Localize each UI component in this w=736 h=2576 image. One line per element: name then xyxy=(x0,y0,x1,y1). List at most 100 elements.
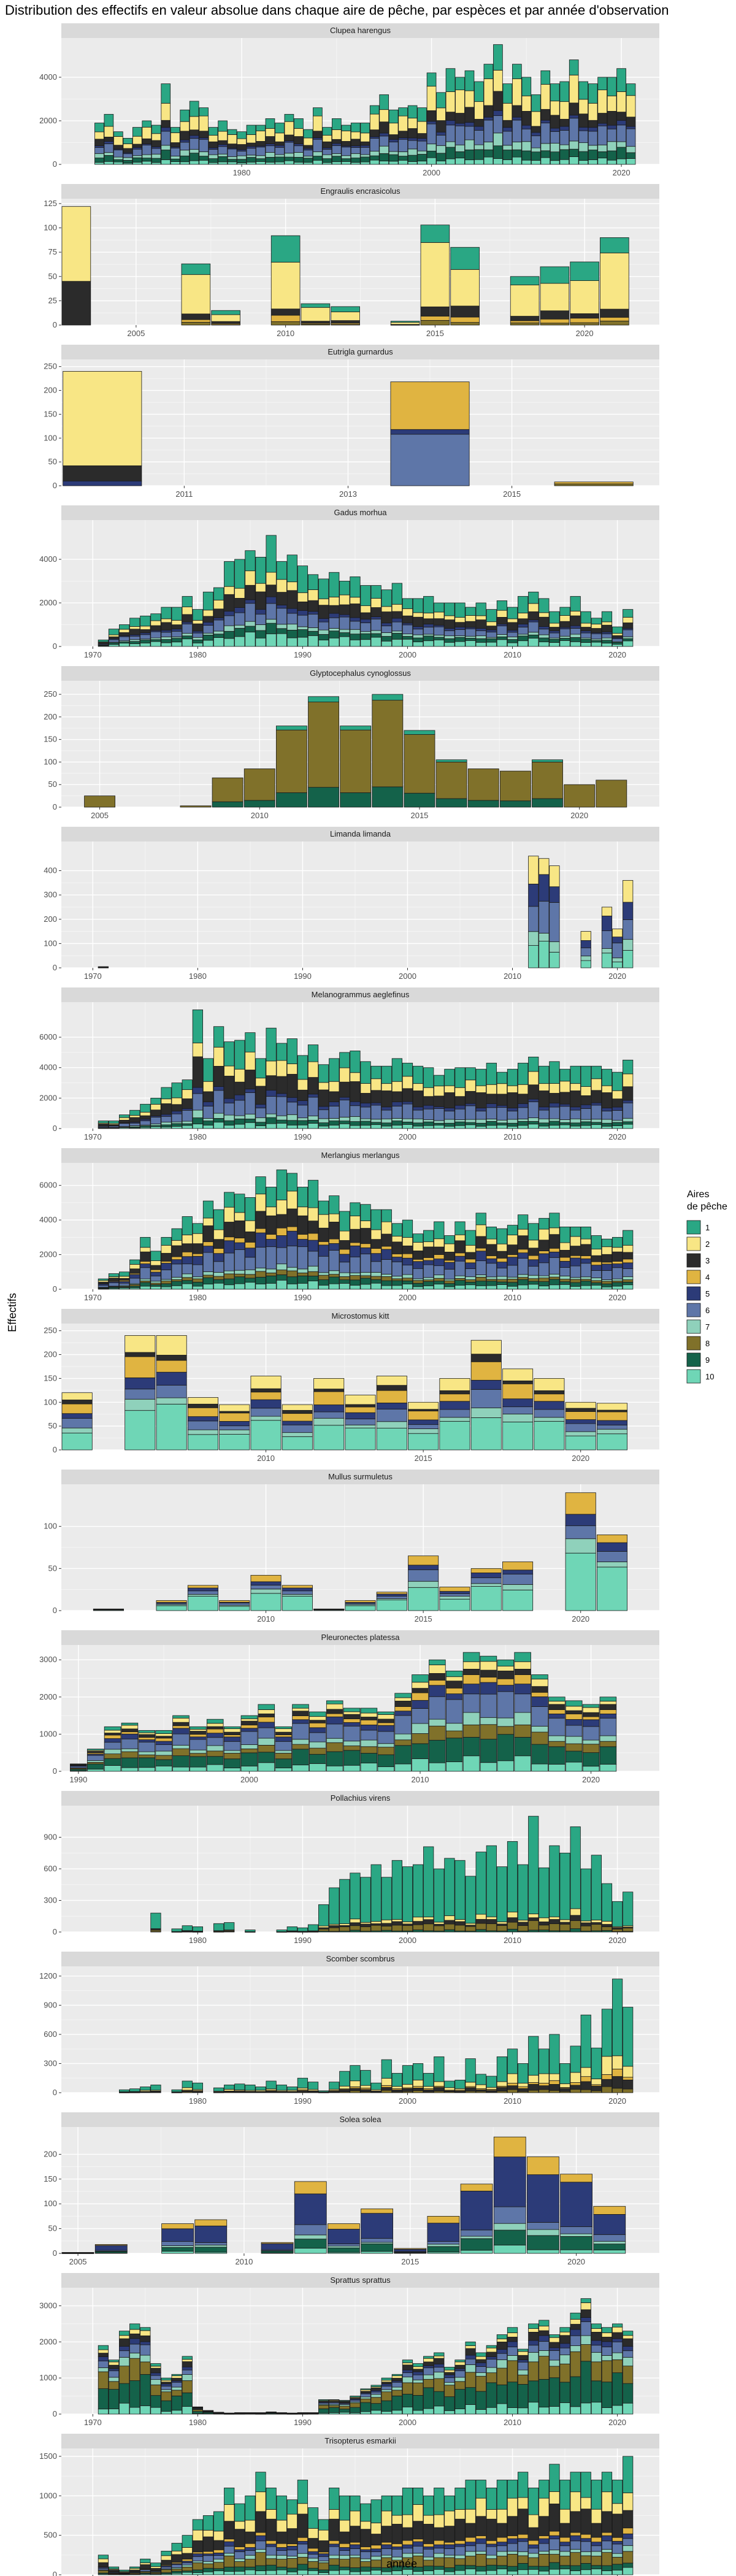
bar-segment xyxy=(539,2356,550,2380)
bar-segment xyxy=(313,156,323,161)
bar-segment xyxy=(570,2491,581,2512)
bar-segment xyxy=(444,2495,455,2512)
bar-segment xyxy=(318,2563,329,2570)
bar-segment xyxy=(181,313,211,320)
bar-segment xyxy=(483,120,494,142)
bar-segment xyxy=(119,2089,130,2092)
bar-segment xyxy=(559,1103,570,1107)
bar-segment xyxy=(369,136,380,139)
bar-segment xyxy=(224,2545,235,2554)
bar-segment xyxy=(360,1102,371,1108)
bar-segment xyxy=(94,2245,128,2251)
bar-segment xyxy=(549,2073,560,2081)
bar-segment xyxy=(187,1594,218,1597)
bar-segment xyxy=(61,281,91,326)
bar-segment xyxy=(402,2487,413,2515)
bar-segment xyxy=(539,2538,550,2544)
bar-segment xyxy=(518,2083,529,2087)
bar-segment xyxy=(402,2377,413,2383)
bar-segment xyxy=(591,1280,602,1283)
bar-segment xyxy=(208,154,218,159)
bar-segment xyxy=(599,1704,617,1710)
bar-segment xyxy=(531,151,541,161)
bar-segment xyxy=(465,1923,476,1926)
bar-segment xyxy=(559,1249,570,1258)
bar-segment xyxy=(318,1241,329,1246)
bar-segment xyxy=(496,2565,508,2569)
bar-segment xyxy=(379,121,389,134)
bar-segment xyxy=(394,1745,412,1765)
bar-segment xyxy=(454,2570,466,2575)
bar-segment xyxy=(206,1723,224,1727)
bar-segment xyxy=(129,1110,140,1116)
bar-segment xyxy=(297,2569,309,2575)
bar-segment xyxy=(474,118,484,127)
bar-segment xyxy=(370,1078,381,1091)
bar-segment xyxy=(286,1926,297,1931)
bar-segment xyxy=(276,1060,287,1077)
bar-segment xyxy=(611,1928,623,1932)
bar-segment xyxy=(328,2244,360,2247)
bar-segment xyxy=(439,1417,470,1422)
bar-segment xyxy=(339,2409,350,2413)
bar-segment xyxy=(292,1719,309,1724)
bar-segment xyxy=(611,2069,623,2077)
bar-segment xyxy=(465,2364,476,2373)
bar-segment xyxy=(390,429,470,435)
bar-segment xyxy=(192,2082,203,2090)
bar-segment xyxy=(171,1281,182,1286)
bar-segment xyxy=(623,1259,634,1263)
bar-segment xyxy=(580,2472,591,2498)
bar-segment xyxy=(423,626,434,635)
facet-strip-label: Merlangius merlangus xyxy=(321,1151,400,1160)
bar-segment xyxy=(444,1268,455,1279)
bar-segment xyxy=(502,1406,534,1414)
bar-segment xyxy=(255,2565,266,2571)
bar-segment xyxy=(623,2350,634,2358)
bar-segment xyxy=(142,161,152,165)
bar-segment xyxy=(309,1732,326,1742)
bar-segment xyxy=(108,2566,120,2569)
bar-segment xyxy=(180,150,190,156)
bar-segment xyxy=(549,631,560,634)
bar-segment xyxy=(569,118,579,142)
bar-segment xyxy=(611,2503,623,2515)
bar-segment xyxy=(189,135,199,139)
bar-segment xyxy=(412,1921,424,1925)
bar-segment xyxy=(341,161,351,165)
bar-segment xyxy=(493,110,503,117)
bar-segment xyxy=(381,2544,392,2549)
bar-segment xyxy=(623,2402,634,2415)
bar-segment xyxy=(360,147,370,155)
bar-segment xyxy=(512,120,522,142)
bar-segment xyxy=(616,147,626,159)
bar-segment xyxy=(444,2555,455,2558)
bar-segment xyxy=(381,2389,392,2393)
bar-segment xyxy=(255,1086,266,1105)
bar-segment xyxy=(360,2388,371,2390)
bar-segment xyxy=(601,2337,613,2342)
bar-segment xyxy=(329,2509,340,2520)
bar-segment xyxy=(161,159,171,165)
bar-segment xyxy=(119,2569,130,2572)
bar-segment xyxy=(171,1276,182,1280)
bar-segment xyxy=(423,2408,434,2415)
bar-segment xyxy=(588,131,598,146)
bar-segment xyxy=(462,1693,480,1713)
bar-segment xyxy=(434,2087,445,2091)
bar-segment xyxy=(518,2551,529,2556)
bar-segment xyxy=(388,139,399,142)
bar-segment xyxy=(580,1086,591,1096)
bar-segment xyxy=(429,1659,446,1665)
bar-segment xyxy=(245,1248,256,1258)
bar-segment xyxy=(454,1925,466,1931)
bar-segment xyxy=(528,1930,539,1933)
bar-segment xyxy=(223,1753,241,1760)
bar-segment xyxy=(297,2553,309,2558)
bar-segment xyxy=(202,1117,214,1121)
bar-segment xyxy=(161,2389,172,2393)
bar-segment xyxy=(570,610,581,616)
bar-segment xyxy=(444,2396,455,2411)
bar-segment xyxy=(192,1010,203,1043)
bar-segment xyxy=(199,107,209,117)
